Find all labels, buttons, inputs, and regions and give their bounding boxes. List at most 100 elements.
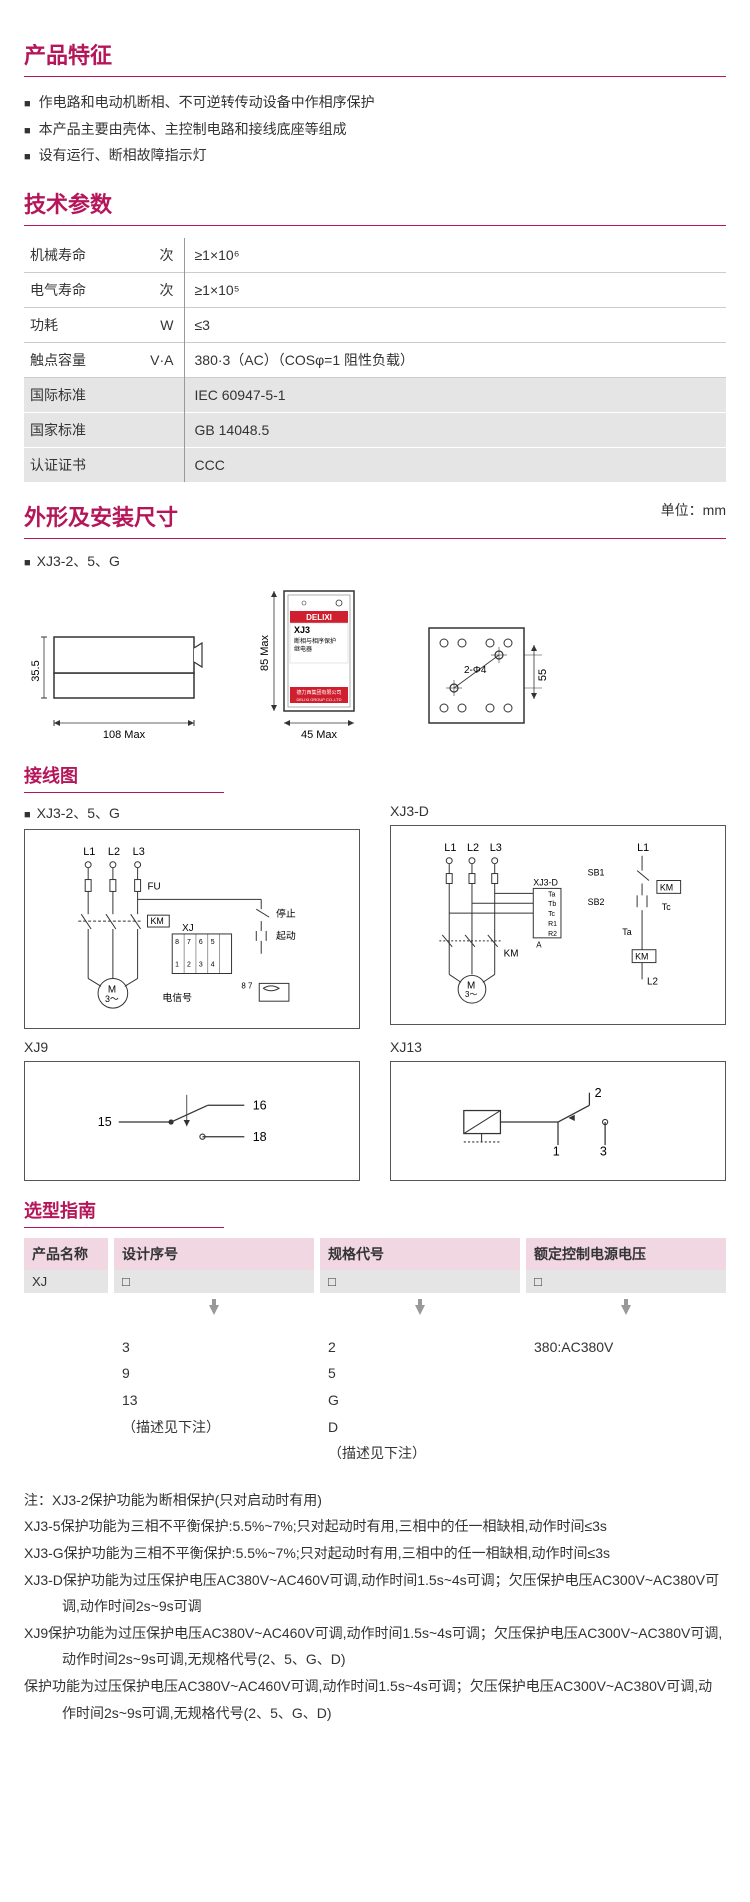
spec-unit: 次 [134,238,184,273]
svg-text:KM: KM [504,948,519,959]
svg-text:L2: L2 [467,842,479,854]
spec-row: 国际标准 IEC 60947-5-1 [24,377,726,412]
sel-spec: 2 5 G D （描述见下注） [320,1328,520,1473]
note-line: XJ9保护功能为过压保护电压AC380V~AC460V可调,动作时间1.5s~4… [24,1620,726,1673]
spec-unit [134,412,184,447]
svg-text:A: A [536,941,542,950]
sel-design-item: 13 [122,1387,306,1414]
wiring-row-1: XJ3-2、5、G L1 L2 L3 FU [24,803,726,1029]
note-line: XJ3-G保护功能为三相不平衡保护:5.5%~7%;只对起动时有用,三相中的任一… [24,1540,726,1567]
sel-sub-row: XJ □ □ □ [24,1270,726,1293]
spec-value: ≥1×10⁵ [184,272,726,307]
svg-text:XJ: XJ [182,923,194,934]
spec-unit: W [134,307,184,342]
dim-diagram-2: DELIXI XJ3 断相与相序保护 继电器 德力西集团有限公司 DELIXI … [254,583,384,746]
spec-label: 电气寿命 [24,272,134,307]
arrow-icon [526,1295,726,1326]
arrow-icon [114,1295,314,1326]
svg-text:德力西集团有限公司: 德力西集团有限公司 [296,689,341,696]
svg-text:2: 2 [187,961,191,968]
svg-text:L1: L1 [444,842,456,854]
svg-text:DELIXI GROUP CO.,LTD: DELIXI GROUP CO.,LTD [297,697,342,702]
sel-header-3: 规格代号 [320,1238,520,1270]
svg-text:1: 1 [175,961,179,968]
svg-text:XJ3: XJ3 [294,625,310,635]
sel-content-row: 3 9 13 （描述见下注） 2 5 G D （描述见下注） 380:AC380… [24,1328,726,1473]
svg-text:DELIXI: DELIXI [306,613,332,622]
dim-title-text: 外形及安装尺寸 [24,505,178,530]
wiring-model-1: XJ3-2、5、G [24,803,360,823]
svg-text:R1: R1 [548,921,557,928]
svg-text:KM: KM [635,951,648,961]
wiring-diagram-1: L1 L2 L3 FU KM [24,829,360,1029]
sel-spec-item: （描述见下注） [328,1440,512,1467]
dim-title: 外形及安装尺寸 单位：mm [24,500,726,539]
wiring-col-1: XJ3-2、5、G L1 L2 L3 FU [24,803,360,1029]
sel-spec-item: G [328,1387,512,1414]
svg-text:L3: L3 [490,842,502,854]
sel-placeholder: □ [114,1270,314,1293]
svg-text:Tc: Tc [548,911,555,918]
spec-value: ≥1×10⁶ [184,238,726,273]
sel-spec-item: 2 [328,1334,512,1361]
sel-voltage: 380:AC380V [526,1328,726,1473]
sel-design-item: 3 [122,1334,306,1361]
svg-text:3～: 3～ [105,994,119,1004]
feature-item: 设有运行、断相故障指示灯 [24,142,726,169]
spec-value: IEC 60947-5-1 [184,377,726,412]
svg-text:R2: R2 [548,931,557,938]
svg-text:停止: 停止 [276,907,296,920]
spec-unit [134,447,184,482]
sel-arrow-row [24,1295,726,1326]
svg-text:5: 5 [211,939,215,946]
wiring-model-2: XJ3-D [390,803,726,819]
svg-text:35.5: 35.5 [30,660,42,681]
svg-text:FU: FU [148,881,161,892]
svg-text:16: 16 [253,1098,267,1112]
wiring-diagram-4: 2 1 3 [390,1061,726,1181]
note-line: 注：XJ3-2保护功能为断相保护(只对启动时有用) [24,1487,726,1514]
svg-text:55: 55 [537,669,549,681]
specs-title: 技术参数 [24,187,726,226]
sel-spec-item: D [328,1414,512,1441]
features-title: 产品特征 [24,38,726,77]
sel-title: 选型指南 [24,1197,224,1228]
svg-text:Ta: Ta [622,927,631,937]
spec-label: 认证证书 [24,447,134,482]
svg-text:85 Max: 85 Max [259,634,271,671]
spec-row: 电气寿命 次 ≥1×10⁵ [24,272,726,307]
svg-text:6: 6 [199,939,203,946]
svg-text:45 Max: 45 Max [301,729,338,741]
wiring-model-4: XJ13 [390,1039,726,1055]
svg-text:8 7: 8 7 [241,981,252,990]
sel-header-4: 额定控制电源电压 [526,1238,726,1270]
svg-text:L1: L1 [83,846,95,858]
svg-text:KM: KM [660,882,673,892]
sel-design-item: （描述见下注） [122,1414,306,1441]
wiring-model-3: XJ9 [24,1039,360,1055]
spec-unit: V·A [134,342,184,377]
arrow-icon [320,1295,520,1326]
spec-row: 国家标准 GB 14048.5 [24,412,726,447]
notes: 注：XJ3-2保护功能为断相保护(只对启动时有用) XJ3-5保护功能为三相不平… [24,1487,726,1726]
sel-voltage-item: 380:AC380V [534,1334,718,1361]
svg-text:8: 8 [175,939,179,946]
sel-header-1: 产品名称 [24,1238,108,1270]
svg-text:断相与相序保护: 断相与相序保护 [294,637,336,645]
note-line: XJ3-D保护功能为过压保护电压AC380V~AC460V可调,动作时间1.5s… [24,1567,726,1620]
svg-text:3: 3 [199,961,203,968]
spec-row: 触点容量 V·A 380·3（AC）（COSφ=1 阻性负载） [24,342,726,377]
svg-text:4: 4 [211,961,215,968]
dim-unit-label: 单位：mm [661,500,726,520]
spec-label: 机械寿命 [24,238,134,273]
note-line: XJ3-5保护功能为三相不平衡保护:5.5%~7%;只对起动时有用,三相中的任一… [24,1513,726,1540]
spec-value: CCC [184,447,726,482]
dim-svg-3: 2-Φ4 55 [414,613,554,743]
svg-text:继电器: 继电器 [294,645,312,653]
spec-label: 国家标准 [24,412,134,447]
svg-text:Tc: Tc [662,902,671,912]
sel-spec-item: 5 [328,1360,512,1387]
wiring-row-2: XJ9 15 16 18 XJ13 [24,1039,726,1181]
sel-design-item: 9 [122,1360,306,1387]
note-line: 保护功能为过压保护电压AC380V~AC460V可调,动作时间1.5s~4s可调… [24,1673,726,1726]
